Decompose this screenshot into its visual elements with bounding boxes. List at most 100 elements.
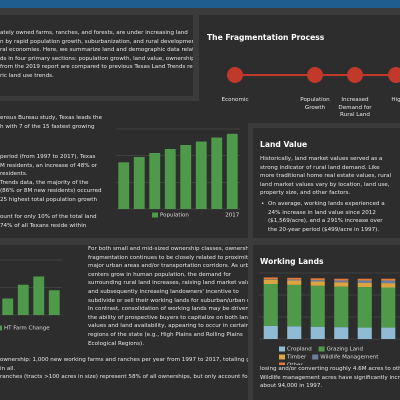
- bar: [357, 282, 372, 288]
- legend-label: Other: [287, 363, 303, 366]
- text-line: and subsequently increasing landowners' …: [88, 288, 239, 295]
- text-line: h with 7 of the 15 fastest growing: [0, 123, 95, 130]
- bar: [48, 290, 60, 315]
- text-line: ownership: 1,000 new working farms and r…: [0, 357, 248, 363]
- bar: [287, 280, 302, 285]
- text-line: M residents, an increase of 48% or: [0, 162, 98, 169]
- step-icon: [307, 67, 323, 83]
- legend-label: Wildlife Management: [320, 355, 379, 361]
- text-line: 24% increase in land value since 2012: [268, 209, 376, 216]
- text-line: ately owned farms, ranches, and forests,…: [0, 30, 188, 36]
- working-lands-chart: Cropland Grazing Land Timber Wildlife Manag…: [259, 272, 400, 366]
- legend-label: Grazing Land: [327, 347, 363, 353]
- text-line: In contrast, consolidation of working la…: [88, 306, 248, 313]
- bar: [334, 282, 349, 287]
- bar: [164, 149, 176, 209]
- text-line: Trends data, the majority of the: [0, 179, 89, 186]
- bar: [287, 284, 302, 327]
- bar: [149, 153, 161, 209]
- text-line: property size, and other factors.: [260, 190, 351, 197]
- text-line: Historically, land market values served …: [260, 156, 383, 162]
- bar: [310, 281, 325, 286]
- population-text: ensus Bureau study, Texas leads the h wit…: [0, 114, 102, 131]
- text-line: (86% or 8M new residents) occurred: [0, 188, 102, 195]
- step-label: Population Growth: [300, 97, 330, 111]
- legend-label: Timber: [286, 355, 307, 361]
- bar: [118, 162, 130, 209]
- land-value-bullets: On average, working lands experienced a 2…: [260, 200, 385, 238]
- bar: [133, 157, 145, 209]
- text-line: 74% of all Texans reside within: [0, 222, 87, 229]
- bullet: On average, working lands experienced a 2…: [260, 200, 385, 234]
- land-value-text: Historically, land market values served …: [260, 155, 391, 198]
- text-line: ranches (tracts >100 acres in size) repr…: [0, 374, 248, 381]
- text-line: ensus Bureau study, Texas leads the: [0, 115, 103, 121]
- text-line: 25 highest total population growth: [0, 196, 97, 203]
- legend-label: Population: [160, 213, 189, 219]
- bar: [211, 137, 223, 209]
- bar: [381, 287, 396, 328]
- bar: [334, 278, 349, 281]
- text-line: Ecological Regions).: [88, 340, 144, 347]
- legend-swatch: [279, 346, 285, 352]
- text-line: ric land use trends.: [0, 72, 54, 79]
- legend-label: HT Farm Change: [4, 326, 50, 332]
- text-line: n by rapid population growth, suburbaniz…: [0, 38, 193, 45]
- text-line: the 20-year period ($499/acre in 1997).: [268, 226, 380, 233]
- bar: [310, 280, 325, 282]
- bar: [263, 279, 278, 284]
- bar: [287, 277, 302, 280]
- bar: [310, 278, 325, 281]
- text-line: losing and/or converting roughly 4.6M ac…: [260, 366, 400, 372]
- bar: [357, 278, 372, 281]
- step-label: Hig: [391, 97, 400, 103]
- bar: [195, 141, 207, 209]
- text-line: values and land availability, appearing …: [88, 323, 248, 330]
- working-lands-panel: Working Lands Cropland Grazing Land Timber…: [253, 245, 400, 400]
- step-label: Increased Demand for Rural Land: [338, 97, 372, 118]
- panel-title: Land Value: [260, 140, 308, 149]
- legend-swatch: [312, 354, 319, 360]
- bar: [310, 326, 325, 339]
- text-line: from the 2019 report are compared to pre…: [0, 64, 193, 71]
- text-line: land market values vary by location, lan…: [260, 181, 390, 188]
- bar: [381, 278, 396, 281]
- text-line: The I35 Corridor experienced the: [268, 237, 385, 238]
- text-line: centers grow in human population, the de…: [88, 271, 232, 278]
- text-line: the ability of prospective buyers to cap…: [88, 314, 248, 321]
- legend-swatch: [279, 362, 285, 365]
- text-line: ral economies. Here, we summarize land a…: [0, 47, 193, 54]
- text-line: regions of the state (e.g., High Plains …: [88, 331, 243, 338]
- bar: [263, 284, 278, 326]
- text-line: strong indicator of rural land demand. L…: [260, 164, 380, 171]
- text-line: surrounding rural land increases, raisin…: [88, 280, 248, 287]
- bar: [381, 280, 396, 284]
- bar: [334, 280, 349, 283]
- working-lands-text: losing and/or converting roughly 4.6M ac…: [260, 365, 400, 391]
- bullet: The I35 Corridor experienced thegreatest…: [260, 237, 385, 238]
- legend-swatch: [0, 325, 2, 331]
- ownership-panel: HT Farm Change For both small and mid-si…: [0, 245, 248, 400]
- bar: [263, 277, 278, 280]
- text-line: more traditional home real estate values…: [260, 173, 392, 180]
- farm-change-chart: HT Farm Change: [0, 259, 62, 332]
- panel-title: Working Lands: [260, 257, 324, 266]
- text-line: in all.: [0, 365, 16, 372]
- text-line: ount for only 10% of the total land: [0, 214, 97, 220]
- bar: [180, 145, 192, 209]
- top-bar: [0, 0, 400, 8]
- text-line: On average, working lands experienced a: [268, 201, 385, 207]
- step-icon: [347, 67, 363, 83]
- intro-text: ately owned farms, ranches, and forests,…: [0, 29, 193, 81]
- text-line: major urban areas and/or transportation …: [88, 263, 248, 270]
- step-icon: [227, 67, 243, 83]
- text-line: subdivide or sell their working lands fo…: [88, 297, 248, 304]
- text-line: ds in four primary sections: population …: [0, 55, 193, 62]
- text-line: period (from 1997 to 2017), Texas: [0, 154, 96, 160]
- text-line: residents.: [0, 171, 28, 178]
- ownership-bottom-text: ownership: 1,000 new working farms and r…: [0, 356, 248, 382]
- ownership-text: For both small and mid-sized ownership c…: [88, 245, 248, 348]
- population-text: period (from 1997 to 2017), Texas M resid…: [0, 153, 102, 205]
- bar: [357, 287, 372, 328]
- bar: [33, 276, 45, 315]
